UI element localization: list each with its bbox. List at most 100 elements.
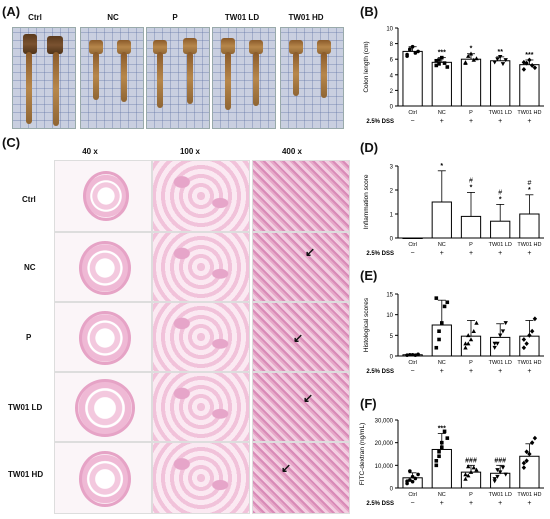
- data-point: [524, 449, 529, 455]
- data-point: [437, 454, 441, 459]
- data-point: [471, 465, 476, 470]
- significance-marker: *: [499, 196, 502, 203]
- data-point: [445, 300, 450, 305]
- y-tick-label: 15: [386, 293, 393, 299]
- arrow-icon: ↙: [303, 391, 314, 405]
- category-label: TW01 LD: [489, 360, 512, 366]
- data-point: [410, 352, 415, 357]
- data-point: [492, 479, 497, 484]
- dss-sign: +: [440, 118, 444, 125]
- dss-sign: +: [498, 500, 502, 507]
- y-axis-label: Histological scores: [363, 297, 370, 352]
- data-point: [437, 337, 441, 342]
- y-tick-label: 10: [386, 313, 393, 319]
- category-label: Ctrl: [408, 110, 417, 116]
- data-point: [440, 55, 444, 60]
- category-label: Ctrl: [408, 360, 417, 366]
- dss-label: 2.5% DSS: [366, 251, 394, 257]
- data-point: [521, 465, 527, 470]
- y-tick-label: 0: [390, 355, 394, 361]
- data-point: [466, 464, 471, 469]
- y-axis-label: FITC-dextran (ng/mL): [359, 423, 366, 486]
- data-point: [434, 58, 439, 63]
- data-point: [466, 333, 471, 338]
- category-label: TW01 HD: [517, 110, 541, 116]
- dss-sign: +: [469, 118, 473, 125]
- data-point: [503, 321, 508, 326]
- histology-40x-tw01hd: [54, 442, 152, 514]
- histology-40x-nc: [54, 232, 152, 302]
- data-point: [466, 473, 471, 478]
- data-point: [524, 60, 529, 66]
- dss-sign: +: [527, 118, 531, 125]
- data-point: [440, 321, 444, 325]
- histology-400x-tw01ld: ↙: [252, 372, 350, 442]
- data-point: [440, 440, 444, 445]
- histology-100x-nc: [152, 232, 250, 302]
- photo-label-tw01hd: TW01 HD: [288, 13, 324, 22]
- histology-100x-tw01ld: [152, 372, 250, 442]
- data-point: [437, 62, 441, 66]
- dss-sign: +: [469, 500, 473, 507]
- data-point: [442, 304, 447, 309]
- data-point: [416, 352, 420, 357]
- colon-photo-tw01ld: [212, 27, 276, 129]
- y-tick-label: 8: [390, 42, 394, 48]
- chart-fitc-dextran: 0 10,000 20,000 30,000 FITC-dextran (ng/mL) C…: [359, 419, 544, 507]
- histology-400x-ctrl: [252, 160, 350, 232]
- data-point: [445, 436, 450, 440]
- dss-sign: +: [527, 250, 531, 257]
- dss-sign: +: [527, 500, 531, 507]
- colon-photo-nc: [80, 27, 144, 129]
- y-tick-label: 0: [390, 237, 394, 243]
- y-tick-label: 0: [390, 105, 394, 111]
- panel-label-d: (D): [360, 140, 379, 155]
- data-point: [495, 57, 500, 62]
- panel-label-e: (E): [360, 268, 378, 283]
- data-point: [468, 51, 474, 56]
- data-point: [463, 345, 468, 350]
- bar: [460, 215, 482, 239]
- data-point: [437, 449, 441, 454]
- bar: [431, 61, 452, 107]
- category-label: TW01 HD: [517, 242, 541, 248]
- dss-sign: +: [469, 250, 473, 257]
- y-tick-label: 0: [390, 487, 394, 493]
- dss-sign: +: [498, 118, 502, 125]
- magnification-400x: 400 x: [281, 147, 303, 156]
- data-point: [474, 467, 479, 472]
- significance-marker: ***: [438, 426, 446, 433]
- dss-sign: +: [498, 250, 502, 257]
- data-point: [410, 44, 415, 49]
- data-point: [416, 49, 420, 54]
- data-point: [466, 341, 471, 346]
- data-point: [503, 58, 508, 63]
- category-label: Ctrl: [408, 242, 417, 248]
- photo-label-nc: NC: [107, 13, 119, 22]
- dss-sign: +: [527, 368, 531, 375]
- category-label: NC: [438, 492, 446, 498]
- bar: [431, 448, 452, 489]
- data-point: [498, 333, 503, 338]
- histology-40x-ctrl: [54, 160, 152, 232]
- data-point: [434, 296, 439, 300]
- data-point: [495, 468, 500, 473]
- data-point: [474, 56, 479, 61]
- category-label: NC: [438, 242, 446, 248]
- panel-label-a: (A): [2, 4, 21, 19]
- significance-marker: *: [440, 163, 443, 170]
- bar: [402, 237, 423, 239]
- data-point: [500, 62, 506, 67]
- histology-100x-ctrl: [152, 160, 250, 232]
- significance-hash: #: [469, 177, 473, 184]
- category-label: P: [469, 492, 473, 498]
- y-axis-label: Inflammation score: [363, 174, 370, 229]
- histology-400x-tw01hd: ↙: [252, 442, 350, 514]
- arrow-icon: ↙: [293, 331, 304, 345]
- histology-400x-nc: ↙: [252, 232, 350, 302]
- category-label: P: [469, 242, 473, 248]
- dss-sign: +: [440, 368, 444, 375]
- histo-row-label-tw01hd: TW01 HD: [8, 470, 44, 479]
- data-point: [471, 329, 476, 333]
- histo-row-label-p: P: [26, 333, 32, 342]
